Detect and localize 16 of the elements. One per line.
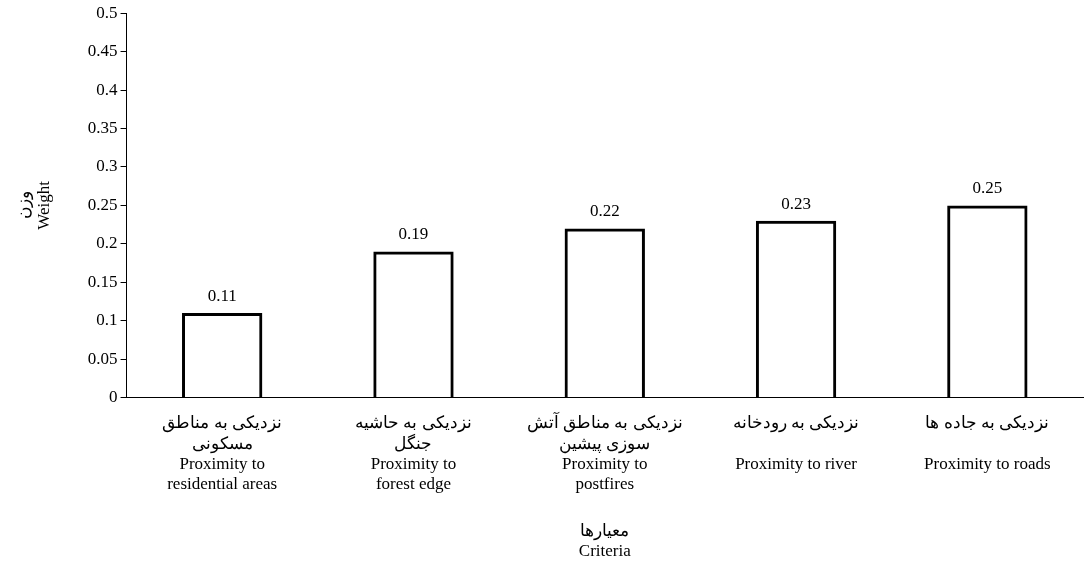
y-tick-label: 0.05	[87, 348, 118, 368]
y-tick-label: 0.45	[87, 41, 118, 61]
y-tick-label: 0.25	[87, 194, 118, 214]
y-tick-label: 0	[109, 387, 118, 407]
y-tick-label: 0.35	[87, 117, 118, 137]
data-label: 0.23	[781, 193, 811, 213]
data-label: 0.19	[398, 224, 429, 244]
data-label: 0.11	[207, 286, 237, 305]
data-label: 0.22	[589, 201, 620, 221]
y-tick-label: 0.3	[96, 156, 118, 176]
y-tick-label: 0.5	[96, 2, 118, 22]
y-tick-label: 0.1	[96, 310, 118, 330]
y-tick-label: 0.15	[87, 271, 118, 291]
y-tick-label: 0.4	[96, 79, 119, 99]
data-label: 0.25	[972, 178, 1003, 198]
y-tick-label: 0.2	[96, 233, 118, 253]
